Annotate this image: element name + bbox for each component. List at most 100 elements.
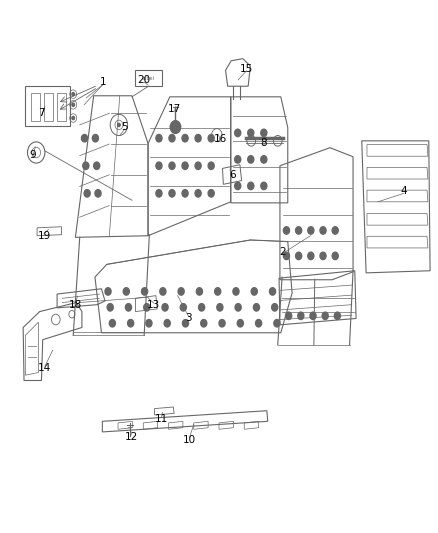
Circle shape bbox=[308, 252, 314, 260]
Text: label: label bbox=[142, 76, 155, 81]
Text: 11: 11 bbox=[155, 414, 168, 424]
Circle shape bbox=[92, 134, 99, 142]
Circle shape bbox=[261, 129, 267, 136]
Text: 19: 19 bbox=[37, 231, 51, 241]
Circle shape bbox=[195, 162, 201, 169]
Circle shape bbox=[235, 156, 241, 163]
Circle shape bbox=[84, 190, 90, 197]
Circle shape bbox=[156, 162, 162, 169]
Circle shape bbox=[110, 319, 116, 327]
Circle shape bbox=[170, 120, 181, 133]
Circle shape bbox=[182, 190, 188, 197]
Circle shape bbox=[269, 288, 276, 295]
Text: 2: 2 bbox=[279, 247, 286, 257]
Text: 10: 10 bbox=[183, 435, 196, 445]
Circle shape bbox=[198, 304, 205, 311]
Text: 16: 16 bbox=[214, 134, 227, 144]
Circle shape bbox=[233, 288, 239, 295]
Circle shape bbox=[144, 304, 150, 311]
Circle shape bbox=[261, 156, 267, 163]
Circle shape bbox=[141, 288, 148, 295]
Circle shape bbox=[272, 304, 278, 311]
Text: 4: 4 bbox=[401, 186, 407, 196]
Circle shape bbox=[235, 182, 241, 190]
Circle shape bbox=[72, 103, 74, 107]
Circle shape bbox=[334, 312, 340, 319]
Circle shape bbox=[322, 312, 328, 319]
Text: 8: 8 bbox=[260, 139, 267, 149]
Circle shape bbox=[332, 252, 338, 260]
Circle shape bbox=[274, 319, 280, 327]
Circle shape bbox=[310, 312, 316, 319]
Circle shape bbox=[215, 288, 221, 295]
Circle shape bbox=[320, 252, 326, 260]
Circle shape bbox=[107, 304, 113, 311]
Circle shape bbox=[208, 162, 214, 169]
Circle shape bbox=[125, 304, 131, 311]
Text: 6: 6 bbox=[230, 171, 236, 180]
Circle shape bbox=[182, 134, 188, 142]
Circle shape bbox=[182, 162, 188, 169]
Text: 15: 15 bbox=[240, 64, 253, 74]
Circle shape bbox=[248, 182, 254, 190]
Circle shape bbox=[255, 319, 261, 327]
Circle shape bbox=[162, 304, 168, 311]
Circle shape bbox=[117, 123, 120, 126]
Text: 9: 9 bbox=[29, 150, 36, 160]
Circle shape bbox=[95, 190, 101, 197]
Circle shape bbox=[235, 304, 241, 311]
Text: 5: 5 bbox=[121, 122, 128, 132]
Text: 13: 13 bbox=[147, 300, 160, 310]
Circle shape bbox=[169, 190, 175, 197]
Text: 14: 14 bbox=[38, 364, 52, 373]
Circle shape bbox=[72, 116, 74, 119]
Circle shape bbox=[286, 312, 292, 319]
Circle shape bbox=[81, 134, 88, 142]
Circle shape bbox=[123, 288, 129, 295]
Circle shape bbox=[248, 156, 254, 163]
Circle shape bbox=[195, 190, 201, 197]
Circle shape bbox=[160, 288, 166, 295]
Circle shape bbox=[156, 190, 162, 197]
Circle shape bbox=[298, 312, 304, 319]
Circle shape bbox=[283, 227, 290, 234]
Text: 7: 7 bbox=[39, 108, 45, 118]
Text: 1: 1 bbox=[99, 77, 106, 87]
Text: 3: 3 bbox=[185, 313, 192, 324]
Circle shape bbox=[248, 129, 254, 136]
Circle shape bbox=[332, 227, 338, 234]
Text: 12: 12 bbox=[124, 432, 138, 442]
Text: 20: 20 bbox=[138, 75, 151, 85]
Circle shape bbox=[195, 134, 201, 142]
Text: 17: 17 bbox=[168, 104, 181, 114]
Circle shape bbox=[156, 134, 162, 142]
Circle shape bbox=[235, 129, 241, 136]
Circle shape bbox=[196, 288, 202, 295]
Circle shape bbox=[251, 288, 257, 295]
Circle shape bbox=[219, 319, 225, 327]
Circle shape bbox=[217, 304, 223, 311]
Circle shape bbox=[261, 182, 267, 190]
Circle shape bbox=[208, 190, 214, 197]
Circle shape bbox=[296, 227, 302, 234]
Circle shape bbox=[296, 252, 302, 260]
Circle shape bbox=[72, 93, 74, 96]
Circle shape bbox=[146, 319, 152, 327]
Circle shape bbox=[320, 227, 326, 234]
Circle shape bbox=[180, 304, 186, 311]
Circle shape bbox=[83, 162, 89, 169]
Circle shape bbox=[169, 134, 175, 142]
Circle shape bbox=[308, 227, 314, 234]
Circle shape bbox=[127, 319, 134, 327]
Circle shape bbox=[283, 252, 290, 260]
Circle shape bbox=[208, 134, 214, 142]
Circle shape bbox=[201, 319, 207, 327]
Circle shape bbox=[105, 288, 111, 295]
Circle shape bbox=[164, 319, 170, 327]
Circle shape bbox=[237, 319, 244, 327]
Circle shape bbox=[169, 162, 175, 169]
Circle shape bbox=[183, 319, 188, 327]
Circle shape bbox=[94, 162, 100, 169]
Circle shape bbox=[178, 288, 184, 295]
Text: 18: 18 bbox=[69, 300, 82, 310]
